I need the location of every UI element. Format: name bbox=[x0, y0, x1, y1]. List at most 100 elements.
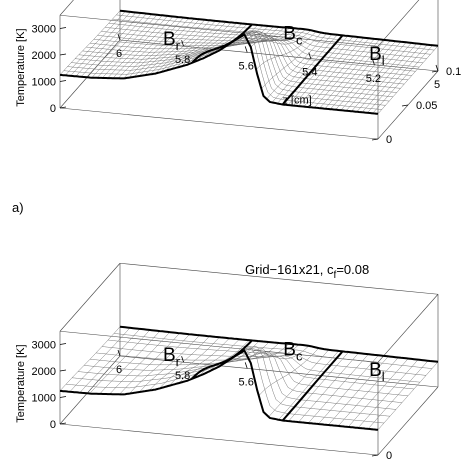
z-tick-label: 5.6 bbox=[239, 376, 254, 388]
region-label: Bc bbox=[283, 23, 303, 47]
z-tick-label: 5.4 bbox=[302, 67, 317, 79]
z-tick bbox=[244, 362, 248, 369]
mesh-line-r bbox=[108, 22, 427, 59]
r-tick bbox=[371, 454, 379, 457]
grid-caption-prefix: Grid−161x21, c bbox=[245, 262, 334, 277]
region-label: Bc bbox=[283, 339, 303, 363]
z-axis-label: z [cm] bbox=[282, 95, 311, 107]
grid-caption-suffix: =0.08 bbox=[336, 262, 369, 277]
box-edge bbox=[377, 0, 420, 47]
outer-edge-profile bbox=[119, 325, 439, 363]
box-edge bbox=[377, 294, 439, 363]
box-edge bbox=[119, 355, 439, 388]
mesh-line-r bbox=[86, 36, 405, 85]
z-tick bbox=[244, 46, 248, 53]
mesh-line-r bbox=[112, 18, 431, 55]
temperature-tick-label: 0 bbox=[50, 419, 56, 431]
region-label: Bl bbox=[369, 360, 385, 384]
mesh-line-r bbox=[95, 352, 415, 390]
mesh-line-r bbox=[77, 348, 397, 410]
z-tick bbox=[181, 40, 184, 47]
box-edge bbox=[59, 263, 121, 332]
axis-temperature-profile bbox=[59, 33, 379, 115]
temperature-tick bbox=[59, 80, 67, 82]
region-label: Br bbox=[163, 345, 181, 369]
temperature-tick-label: 0 bbox=[50, 103, 56, 115]
temperature-tick bbox=[59, 396, 67, 398]
box-edge bbox=[59, 0, 74, 16]
temperature-axis-label: Temperature [K] bbox=[15, 28, 27, 106]
grid-caption-sub: f bbox=[334, 270, 337, 281]
temperature-tick-label: 2000 bbox=[32, 366, 56, 378]
box-edge bbox=[59, 355, 121, 425]
mesh-line-r bbox=[93, 39, 412, 76]
box-edge bbox=[119, 39, 439, 72]
region-boundary bbox=[281, 350, 344, 422]
temperature-tick bbox=[59, 53, 67, 56]
r-tick-label: 0 bbox=[386, 134, 392, 146]
temperature-tick-label: 3000 bbox=[32, 24, 56, 36]
panel-b-surface-plot: 0 1000 2000 3000 6 5.8 5.6 0 Temperature [K] Br Bc… bbox=[15, 262, 439, 462]
axis-temperature-profile bbox=[59, 349, 379, 431]
region-boundary bbox=[191, 339, 253, 380]
region-boundary bbox=[191, 23, 253, 64]
z-tick-label: 6 bbox=[116, 48, 122, 60]
mesh-line-z bbox=[228, 343, 290, 361]
z-tick-label: 5.6 bbox=[239, 60, 254, 72]
r-tick bbox=[371, 138, 379, 141]
outer-edge-profile bbox=[119, 9, 439, 47]
mesh-line-r bbox=[74, 30, 394, 98]
box-edge bbox=[59, 107, 379, 140]
mesh-line-r bbox=[101, 346, 421, 383]
z-tick-label: 5.8 bbox=[175, 54, 190, 66]
mesh-line-r bbox=[113, 333, 433, 369]
temperature-tick-label: 1000 bbox=[32, 393, 56, 405]
box-edge bbox=[377, 386, 439, 456]
temperature-tick bbox=[59, 27, 67, 29]
mesh-line-z bbox=[86, 13, 147, 78]
temperature-tick bbox=[59, 369, 67, 372]
r-tick-label: 0.1 bbox=[446, 66, 461, 78]
box-edge bbox=[119, 262, 439, 295]
z-tick bbox=[117, 33, 121, 41]
grid-caption: Grid−161x21, cf=0.08 bbox=[245, 262, 369, 281]
mesh-line-z bbox=[91, 14, 152, 78]
region-label: Bl bbox=[369, 44, 385, 68]
temperature-axis-label: Temperature [K] bbox=[15, 344, 27, 422]
r-tick bbox=[431, 70, 439, 73]
temperature-tick-label: 3000 bbox=[32, 340, 56, 352]
r-tick-label: 0 bbox=[386, 450, 392, 462]
temperature-tick-label: 2000 bbox=[32, 50, 56, 62]
mesh-line-r bbox=[107, 339, 427, 376]
r-tick bbox=[401, 104, 409, 107]
temperature-tick bbox=[59, 106, 67, 109]
mesh-line-r bbox=[78, 32, 397, 93]
region-label: Br bbox=[163, 29, 181, 53]
mesh-line-r bbox=[97, 35, 416, 72]
mesh-line-r bbox=[104, 27, 424, 64]
z-tick-label: 5 bbox=[434, 79, 440, 91]
z-tick bbox=[372, 58, 375, 65]
temperature-tick bbox=[59, 422, 67, 425]
mesh-line-z bbox=[96, 14, 158, 78]
mesh-line-r bbox=[83, 351, 403, 403]
r-tick-label: 0.05 bbox=[416, 100, 437, 112]
mesh-line-r bbox=[116, 14, 435, 51]
z-tick-label: 5.2 bbox=[366, 73, 381, 85]
panel-a-label: a) bbox=[12, 200, 24, 215]
mesh-line-r bbox=[101, 31, 420, 68]
box-edge bbox=[59, 39, 121, 109]
z-tick bbox=[435, 64, 439, 72]
panel-a-surface-plot: 0 1000 2000 3000 6 5.8 5.6 5.4 5.2 5 0 0.05 0.1 Tempe… bbox=[15, 0, 461, 146]
z-tick-label: 6 bbox=[116, 364, 122, 376]
z-tick bbox=[308, 52, 312, 59]
mesh-line-z bbox=[102, 15, 163, 79]
z-tick bbox=[181, 356, 184, 363]
z-tick-label: 5.8 bbox=[175, 370, 190, 382]
temperature-tick bbox=[59, 343, 67, 345]
temperature-tick-label: 1000 bbox=[32, 77, 56, 89]
mesh-line-z bbox=[107, 15, 168, 79]
box-edge bbox=[59, 423, 379, 456]
box-edge bbox=[59, 14, 379, 47]
